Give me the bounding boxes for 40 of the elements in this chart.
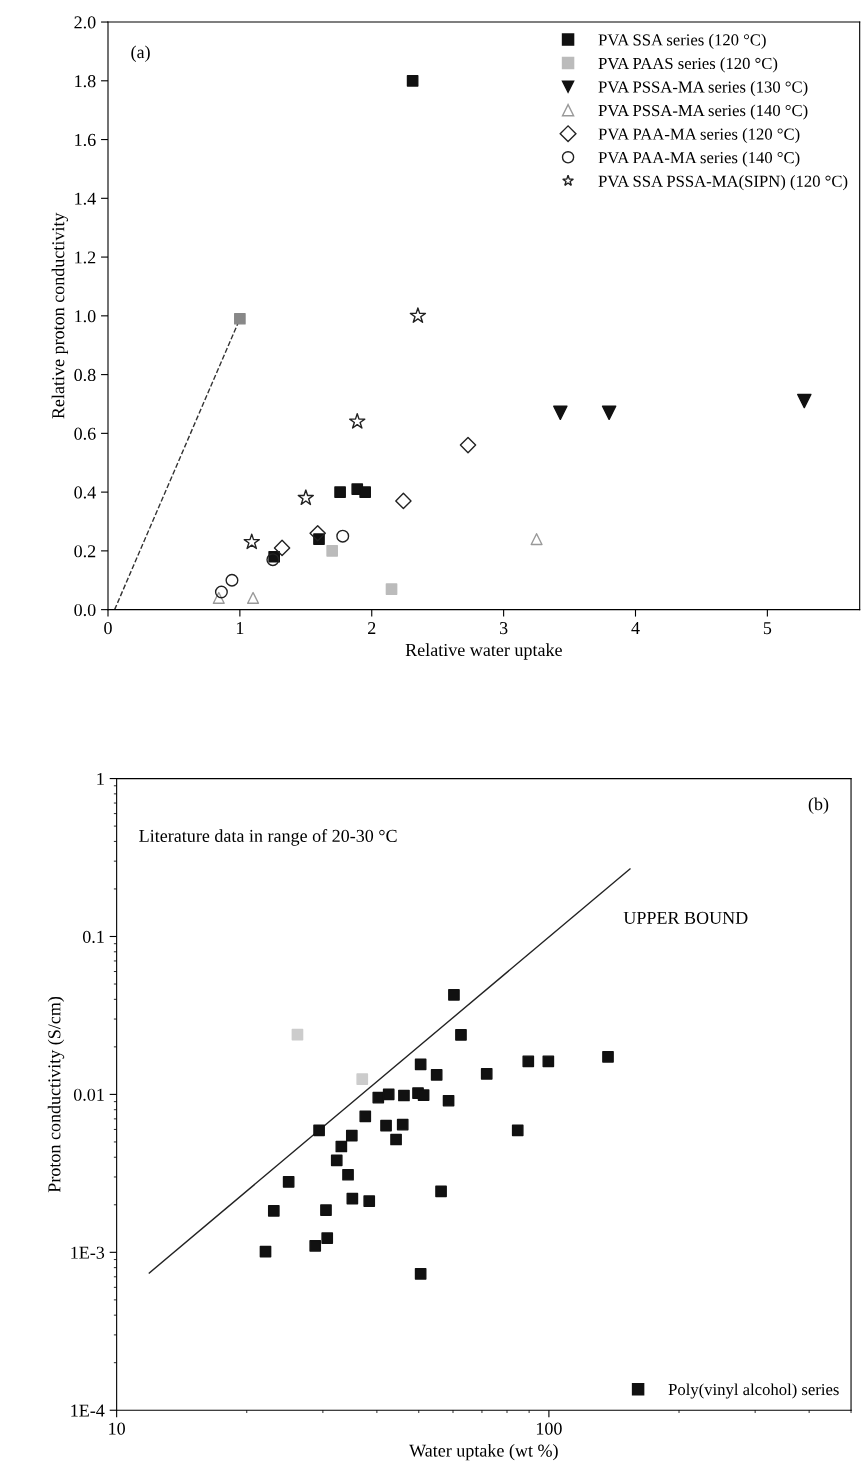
x-tick-label: 1 xyxy=(236,622,244,634)
x-tick-label: 4 xyxy=(631,622,640,634)
y-tick-label: 0.2 xyxy=(74,545,96,558)
x-tick-label: 10 xyxy=(109,1422,125,1435)
legend-label: PVA PSSA-MA series (140 °C) xyxy=(598,104,808,120)
x-tick-label: 0 xyxy=(104,621,112,635)
annotation: UPPER BOUND xyxy=(623,911,748,924)
y-axis-title: Proton conductivity (S/cm) xyxy=(47,996,65,1193)
x-tick-label: 100 xyxy=(536,1422,562,1435)
legend-label: PVA PAA-MA series (140 °C) xyxy=(598,151,800,167)
y-tick-label: 0.0 xyxy=(74,603,96,617)
legend-label: PVA SSA PSSA-MA(SIPN) (120 °C) xyxy=(598,175,848,191)
y-tick-label: 0.4 xyxy=(74,486,96,499)
x-tick-label: 5 xyxy=(763,622,772,635)
y-axis-title: Relative proton conductivity xyxy=(51,212,69,419)
legend-label: Poly(vinyl alcohol) series xyxy=(668,1383,839,1399)
legend-label: PVA PAA-MA series (120 °C) xyxy=(598,128,800,144)
x-axis-title: Relative water uptake xyxy=(405,643,562,660)
y-tick-label: 0.1 xyxy=(82,930,104,944)
x-tick-label: 2 xyxy=(368,622,376,634)
x-axis-title: Water uptake (wt %) xyxy=(409,1443,558,1461)
y-tick-label: 1 xyxy=(97,772,104,785)
y-tick-label: 0.01 xyxy=(73,1088,104,1101)
annotation: (b) xyxy=(808,797,829,814)
annotation: Literature data in range of 20-30 °C xyxy=(139,829,397,846)
y-tick-label: 1.6 xyxy=(75,133,96,147)
y-tick-label: 0.6 xyxy=(74,427,96,440)
y-tick-label: 0.8 xyxy=(74,368,96,382)
y-tick-label: 1E-4 xyxy=(71,1404,105,1417)
legend-label: PVA PAAS series (120 °C) xyxy=(598,57,778,73)
y-tick-label: 1.2 xyxy=(75,251,96,264)
legend-label: PVA PSSA-MA series (130 °C) xyxy=(598,80,808,97)
y-tick-label: 1.8 xyxy=(75,75,96,88)
x-tick-label: 3 xyxy=(499,622,508,635)
y-tick-label: 1.4 xyxy=(75,192,96,205)
y-tick-label: 1E-3 xyxy=(71,1246,105,1259)
y-tick-label: 2.0 xyxy=(74,16,96,29)
legend-label: PVA SSA series (120 °C) xyxy=(598,33,766,49)
annotation: (a) xyxy=(131,45,150,62)
y-tick-label: 1.0 xyxy=(75,310,96,323)
